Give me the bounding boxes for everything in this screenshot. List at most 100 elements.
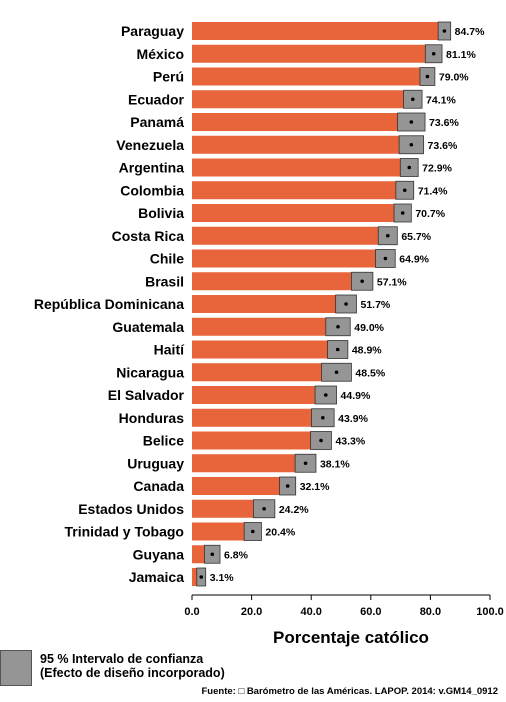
x-tick-label: 100.0 [476, 606, 504, 618]
point-estimate-dot [360, 279, 364, 284]
x-tick-label: 80.0 [420, 606, 441, 618]
category-label: Perú [153, 69, 184, 85]
value-label: 51.7% [360, 299, 390, 311]
bar [192, 113, 412, 131]
x-axis-ticks: 0.0 20.0 40.0 60.0 80.0 100.0 [184, 595, 504, 618]
category-label: Jamaica [129, 569, 184, 585]
category-label: Guyana [133, 546, 185, 562]
legend: 95 % Intervalo de confianza (Efecto de d… [0, 650, 225, 686]
value-label: 73.6% [429, 117, 459, 129]
point-estimate-dot [411, 97, 415, 102]
x-axis-title: Porcentaje católico [273, 628, 429, 647]
point-estimate-dot [402, 188, 407, 193]
category-label: México [137, 46, 184, 62]
value-label: 20.4% [265, 527, 295, 539]
point-estimate-dot [324, 393, 328, 397]
legend-line-1: 95 % Intervalo de confianza [40, 652, 204, 666]
value-label: 84.7% [455, 26, 485, 38]
point-estimate-dot [319, 438, 323, 443]
category-label: Uruguay [127, 455, 184, 471]
bar [192, 477, 288, 495]
bar [192, 317, 339, 336]
bar [192, 249, 386, 268]
bar [192, 22, 445, 40]
bar [192, 408, 323, 427]
bar [192, 226, 388, 245]
point-estimate-dot [262, 506, 266, 511]
category-label: Brasil [145, 273, 184, 289]
category-label: Venezuela [116, 137, 184, 153]
value-label: 72.9% [422, 163, 452, 175]
value-label: 73.6% [428, 140, 458, 152]
point-estimate-dot [409, 120, 414, 124]
source-note: Fuente: □ Barómetro de las Américas. LAP… [201, 686, 499, 697]
value-label: 48.5% [355, 367, 385, 379]
category-label: Belice [143, 433, 184, 449]
category-label: Paraguay [121, 23, 184, 39]
point-estimate-dot [425, 74, 430, 79]
bar [192, 340, 338, 359]
bar [192, 90, 413, 109]
legend-swatch-ci [0, 650, 32, 686]
point-estimate-dot [407, 165, 412, 170]
value-label: 6.8% [224, 549, 249, 561]
category-label: Canada [133, 478, 184, 494]
point-estimate-dot [334, 370, 339, 375]
bar [192, 522, 253, 541]
value-label: 44.9% [341, 390, 371, 402]
value-label: 32.1% [300, 481, 330, 493]
bar [192, 499, 265, 518]
point-estimate-dot [336, 324, 340, 329]
point-estimate-dot [285, 484, 290, 488]
category-label: Honduras [119, 410, 185, 426]
value-label: 71.4% [418, 185, 448, 197]
point-estimate-dot [321, 415, 325, 420]
bars-layer: Paraguay 84.7% México 81.1% Perú 79.0% Ecuador… [34, 21, 485, 587]
value-label: 70.7% [415, 208, 445, 220]
x-tick-label: 20.0 [241, 606, 262, 618]
value-label: 81.1% [446, 49, 476, 61]
x-tick-label: 60.0 [360, 606, 381, 618]
bar [192, 44, 434, 63]
x-tick-label: 40.0 [300, 606, 321, 618]
value-label: 48.9% [352, 345, 382, 357]
value-label: 43.3% [335, 436, 365, 448]
bar [192, 386, 326, 404]
x-tick-label: 0.0 [184, 606, 199, 618]
bar [192, 431, 322, 450]
point-estimate-dot [385, 233, 390, 238]
category-label: Estados Unidos [78, 501, 184, 517]
point-estimate-dot [400, 211, 405, 215]
point-estimate-dot [344, 302, 348, 306]
bar [192, 295, 347, 313]
bar [192, 272, 363, 291]
category-label: Guatemala [112, 319, 184, 335]
value-label: 79.0% [439, 72, 469, 84]
bar [192, 135, 412, 154]
bar [192, 67, 428, 86]
category-label: El Salvador [108, 387, 185, 403]
category-label: Haití [154, 342, 185, 358]
value-label: 43.9% [338, 413, 368, 425]
bar [192, 363, 337, 382]
point-estimate-dot [383, 256, 388, 261]
bar [192, 454, 306, 473]
category-label: Chile [150, 251, 184, 267]
value-label: 3.1% [210, 572, 235, 584]
value-label: 24.2% [279, 504, 309, 516]
category-label: Nicaragua [116, 364, 184, 380]
category-label: Ecuador [128, 91, 185, 107]
category-label: Argentina [119, 160, 185, 176]
bar [192, 181, 405, 200]
legend-text: 95 % Intervalo de confianza (Efecto de d… [40, 652, 225, 680]
legend-line-2: (Efecto de diseño incorporado) [40, 666, 225, 680]
point-estimate-dot [199, 575, 204, 579]
point-estimate-dot [250, 529, 255, 534]
value-label: 74.1% [426, 94, 456, 106]
point-estimate-dot [442, 29, 447, 33]
category-label: Panamá [130, 114, 184, 130]
value-label: 64.9% [399, 254, 429, 266]
category-label: Bolivia [138, 205, 184, 221]
point-estimate-dot [431, 51, 436, 56]
